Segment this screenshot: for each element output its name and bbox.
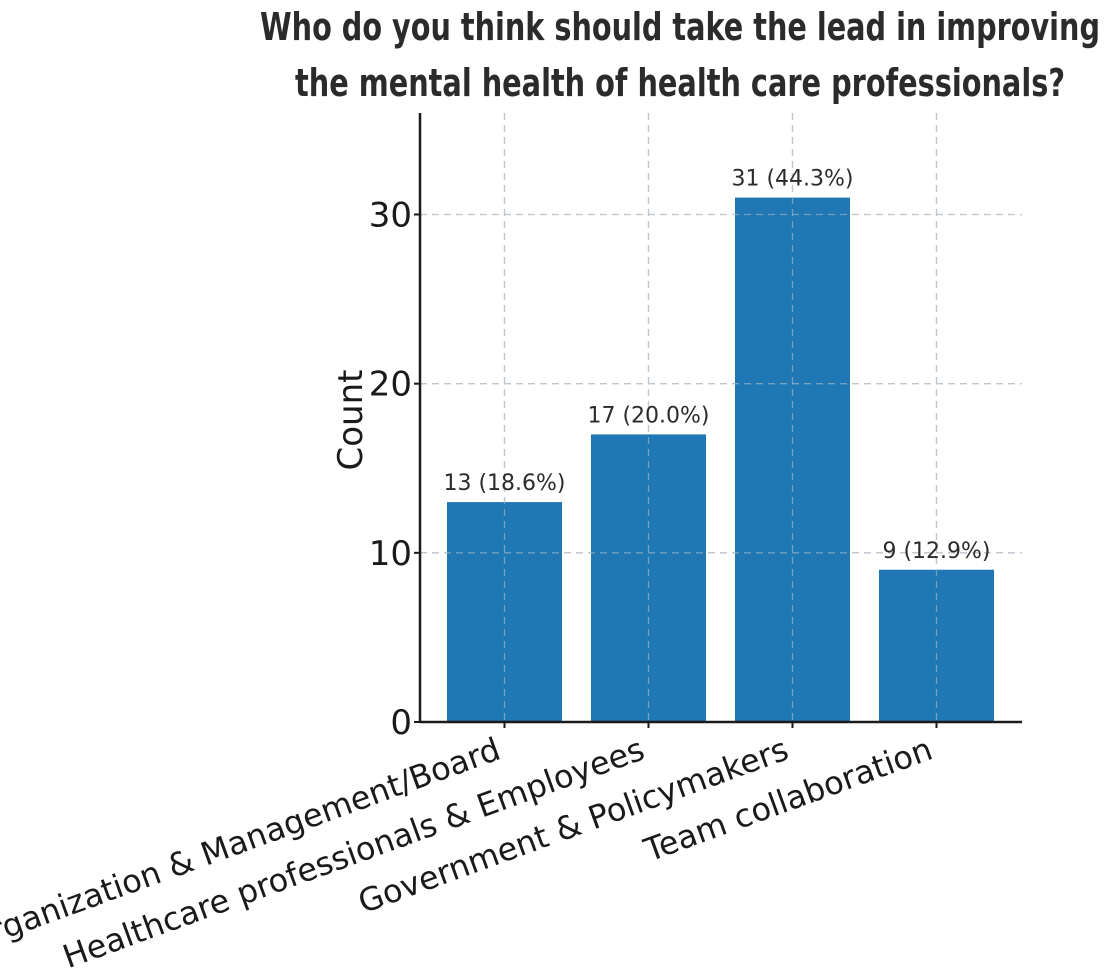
chart-title-line-2: the mental health of health care profess… [295, 61, 1065, 105]
x-tick-label: Healthcare professionals & Employees [58, 730, 649, 972]
y-tick-labels: 0 10 20 30 [369, 196, 420, 743]
y-tick-label: 20 [369, 365, 412, 405]
y-tick-label: 30 [369, 196, 412, 236]
bar-data-label: 9 (12.9%) [882, 539, 990, 564]
y-tick-label: 0 [390, 703, 412, 743]
bar-data-label: 13 (18.6%) [443, 471, 565, 496]
y-tick-label: 10 [369, 534, 412, 574]
bar-data-label: 31 (44.3%) [731, 167, 853, 192]
data-labels: 13 (18.6%) 17 (20.0%) 31 (44.3%) 9 (12.9%) [443, 167, 990, 564]
chart-title-line-1: Who do you think should take the lead in… [260, 5, 1100, 49]
bar [591, 434, 706, 722]
bar-data-label: 17 (20.0%) [587, 403, 709, 428]
y-axis-label: Count [331, 370, 371, 471]
bars [420, 113, 1022, 723]
x-tick-labels: Organization & Management/BoardHealthcar… [0, 722, 938, 972]
